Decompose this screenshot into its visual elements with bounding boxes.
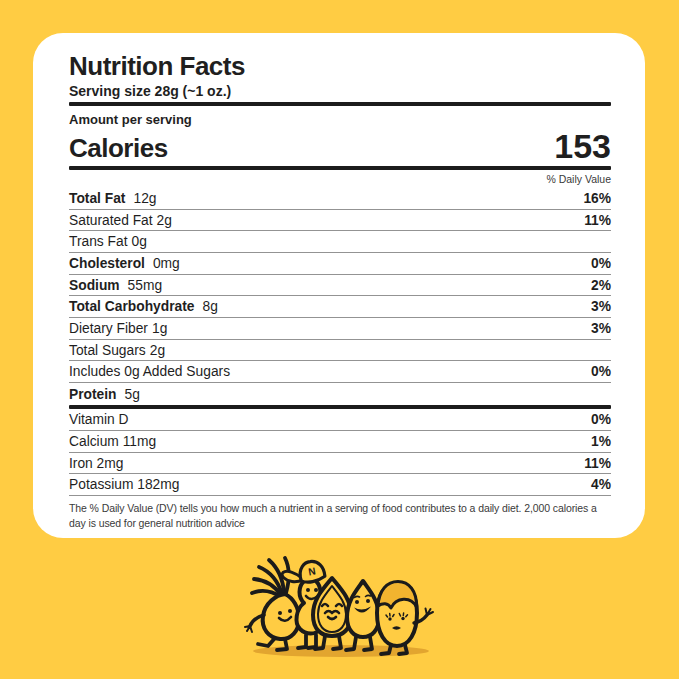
daily-value: 3% — [591, 321, 611, 336]
character-droplet — [346, 581, 379, 650]
daily-value: 4% — [591, 477, 611, 492]
nutrient-name: Iron 2mg — [69, 456, 123, 471]
nutrient-name: Trans Fat0g — [69, 234, 147, 249]
nutrient-name: Protein5g — [69, 387, 140, 402]
nutrient-row: Potassium 182mg 4% — [69, 474, 611, 496]
footnote: The % Daily Value (DV) tells you how muc… — [69, 501, 611, 530]
nutrient-row: Total Sugars2g — [69, 340, 611, 362]
divider-thick — [69, 102, 611, 107]
nutrient-row: Total Carbohydrate8g 3% — [69, 296, 611, 318]
nutrient-row: Saturated Fat2g 11% — [69, 210, 611, 232]
nutrient-row: Sodium55mg 2% — [69, 275, 611, 297]
vitamin-rows: Vitamin D 0% Calcium 11mg 1% Iron 2mg 11% Pota… — [69, 409, 611, 496]
nutrient-name: Saturated Fat2g — [69, 213, 172, 228]
nutrient-row: Calcium 11mg 1% — [69, 431, 611, 453]
nutrient-name: Sodium55mg — [69, 278, 162, 293]
nutrition-facts-title: Nutrition Facts — [69, 53, 611, 79]
daily-value: 0% — [591, 364, 611, 379]
nutrient-rows: Total Fat12g 16% Saturated Fat2g 11% Trans F… — [69, 188, 611, 405]
daily-value: 0% — [591, 412, 611, 427]
nutrient-name: Dietary Fiber1g — [69, 321, 167, 336]
nutrient-row: Total Fat12g 16% — [69, 188, 611, 210]
nutrient-row: Cholesterol0mg 0% — [69, 253, 611, 275]
calories-row: Calories 153 — [69, 128, 611, 161]
nutrient-row: Iron 2mg 11% — [69, 453, 611, 475]
calories-label: Calories — [69, 136, 168, 161]
nut-characters-illustration: N — [244, 545, 439, 670]
nutrient-name: Potassium 182mg — [69, 477, 179, 492]
nutrient-name: Total Sugars2g — [69, 343, 165, 358]
nutrient-name: Includes 0g Added Sugars — [69, 364, 230, 379]
nutrient-name: Vitamin D — [69, 412, 129, 427]
nutrient-name: Calcium 11mg — [69, 434, 156, 449]
nutrition-facts-card: Nutrition Facts Serving size 28g (~1 oz.… — [33, 33, 645, 538]
daily-value: 2% — [591, 278, 611, 293]
daily-value: 11% — [584, 213, 611, 228]
nutrient-name: Cholesterol0mg — [69, 256, 180, 271]
daily-value: 0% — [591, 256, 611, 271]
daily-value: 11% — [584, 456, 611, 471]
daily-value: 1% — [591, 434, 611, 449]
nutrient-row: Includes 0g Added Sugars 0% — [69, 361, 611, 383]
character-egg-girl — [377, 582, 433, 655]
calories-value: 153 — [554, 133, 611, 161]
daily-value-header: % Daily Value — [69, 170, 611, 188]
nutrient-row: Dietary Fiber1g 3% — [69, 318, 611, 340]
nutrient-name: Total Carbohydrate8g — [69, 299, 218, 314]
daily-value: 3% — [591, 299, 611, 314]
amount-per-serving: Amount per serving — [69, 112, 611, 128]
nutrient-row: Protein5g — [69, 383, 611, 405]
daily-value: 16% — [583, 191, 611, 206]
page-background: Nutrition Facts Serving size 28g (~1 oz.… — [0, 0, 679, 679]
serving-size: Serving size 28g (~1 oz.) — [69, 83, 611, 100]
nutrient-row: Vitamin D 0% — [69, 409, 611, 431]
nutrient-name: Total Fat12g — [69, 191, 157, 206]
nutrient-row: Trans Fat0g — [69, 231, 611, 253]
